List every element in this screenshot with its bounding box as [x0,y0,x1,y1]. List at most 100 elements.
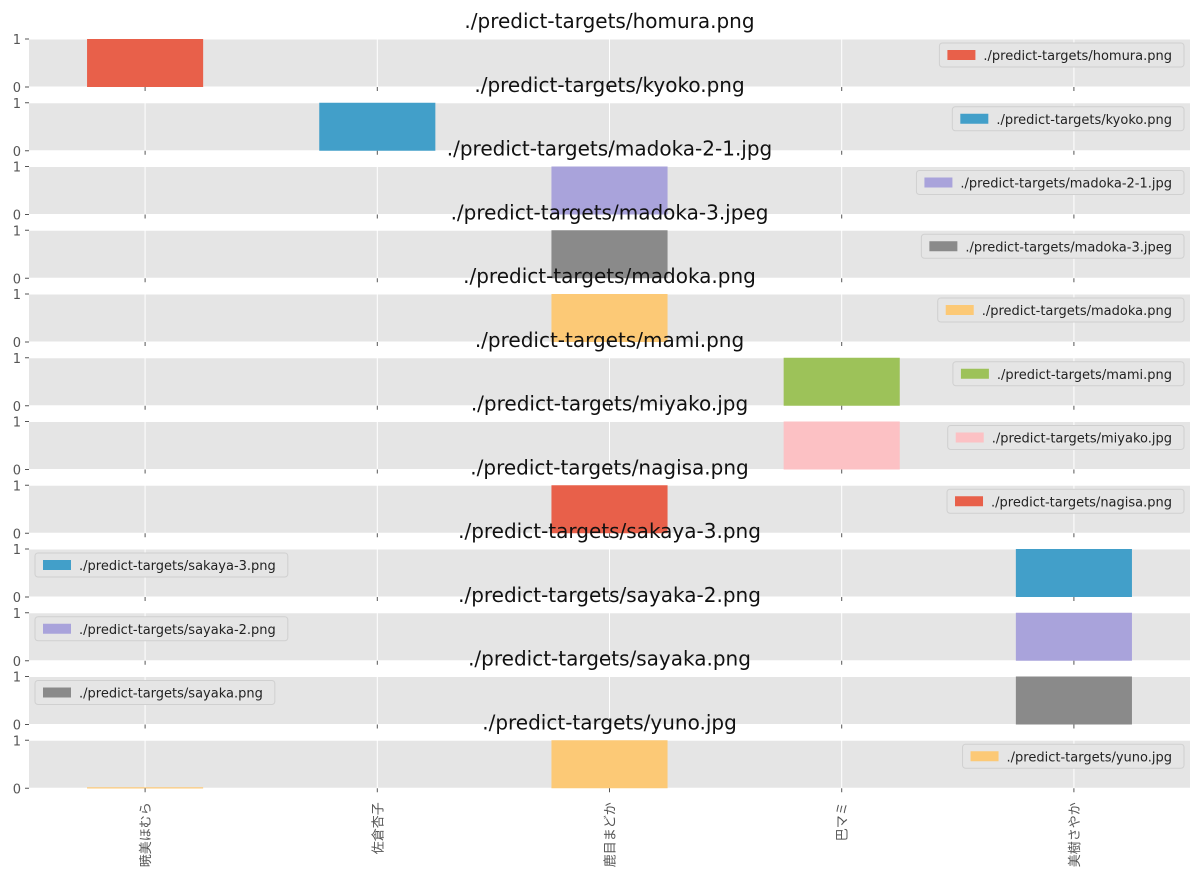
y-tick-label: 1 [13,161,21,176]
y-tick-label: 1 [13,352,21,367]
legend-label: ./predict-targets/madoka.png [982,304,1172,319]
bar [551,230,668,279]
legend-swatch [929,241,958,252]
legend-label: ./predict-targets/homura.png [983,49,1172,64]
legend-swatch [43,687,71,698]
legend-box [962,743,1185,769]
legend-label: ./predict-targets/kyoko.png [996,113,1172,128]
legend-box [937,297,1185,323]
subplot: 0 1 ./predict-targets/madoka-2-1.jpg [13,161,1190,224]
bar [1015,549,1132,597]
legend-label: ./predict-targets/nagisa.png [991,495,1172,510]
legend-label: ./predict-targets/sayaka.png [79,687,263,702]
y-tick-label: 1 [13,97,21,112]
bar [319,102,436,151]
subplot-title: ./predict-targets/mami.png [475,328,744,352]
x-tick-label: 美樹さやか [1068,802,1083,867]
subplot-title: ./predict-targets/sayaka-2.png [458,583,761,607]
bar [783,421,900,470]
subplot-stack: 01./predict-targets/homura.png01./predic… [13,9,1190,797]
legend-box [938,42,1185,68]
legend-swatch [960,113,989,124]
subplot-title: ./predict-targets/madoka-2-1.jpg [447,137,773,161]
subplot-title: ./predict-targets/miyako.jpg [471,392,748,416]
subplot: 0 1 ./predict-targets/sayaka-2.png [13,607,1190,670]
y-tick-label: 0 [13,464,21,479]
y-tick-label: 0 [13,719,21,734]
y-tick-label: 0 [13,209,21,224]
subplot: 0 1 ./predict-targets/madoka.png [13,288,1190,351]
legend-box [947,425,1185,450]
y-tick-label: 0 [13,591,21,606]
legend-swatch [947,50,976,60]
legend-label: ./predict-targets/sakaya-3.png [79,559,276,574]
x-axis: 暁美ほむら 佐倉杏子 鹿目まどか 巴マミ 美樹さやか [139,802,1083,867]
subplot: 0 1 ./predict-targets/homura.png [13,33,1190,96]
y-tick-label: 0 [13,655,21,670]
y-tick-label: 1 [13,479,21,494]
legend: ./predict-targets/madoka-3.jpeg [920,233,1185,259]
y-tick-label: 1 [13,734,21,749]
legend-swatch [924,177,953,188]
legend: ./predict-targets/sayaka-2.png [34,616,289,642]
x-tick-label: 巴マミ [836,802,851,841]
legend: ./predict-targets/homura.png [938,42,1185,68]
bar [87,787,204,789]
x-tick-label: 鹿目まどか [603,802,619,867]
legend-label: ./predict-targets/yuno.jpg [1007,750,1172,765]
subplot-title: ./predict-targets/yuno.jpg [482,710,737,734]
legend: ./predict-targets/kyoko.png [951,106,1185,132]
legend: ./predict-targets/miyako.jpg [947,425,1185,450]
y-tick-label: 1 [13,288,21,303]
bar [551,740,668,789]
y-tick-label: 0 [13,400,21,415]
y-tick-label: 0 [13,782,21,797]
y-tick-label: 1 [13,671,21,686]
y-tick-label: 1 [13,224,21,239]
subplot: 0 1 ./predict-targets/kyoko.png [13,97,1190,160]
legend-box [951,106,1185,132]
subplot: 0 1 ./predict-targets/sakaya-3.png [13,543,1190,606]
y-tick-label: 0 [13,81,21,96]
bar [1015,612,1132,661]
legend: ./predict-targets/nagisa.png [946,488,1185,514]
subplot: 0 1 ./predict-targets/miyako.jpg [13,416,1190,479]
subplot-title: ./predict-targets/nagisa.png [470,455,748,479]
subplot-title: ./predict-targets/homura.png [464,9,754,33]
subplot: 0 1 ./predict-targets/yuno.jpg [13,734,1190,797]
y-tick-label: 0 [13,336,21,351]
subplot-title: ./predict-targets/sakaya-3.png [458,519,761,543]
legend-box [946,488,1185,514]
subplot: 0 1 ./predict-targets/nagisa.png [13,479,1190,542]
y-tick-label: 1 [13,543,21,558]
legend: ./predict-targets/sayaka.png [34,680,276,705]
legend-swatch [970,751,999,762]
legend: ./predict-targets/madoka-2-1.jpg [915,170,1185,195]
y-tick-label: 1 [13,607,21,622]
subplot-title: ./predict-targets/madoka.png [463,264,756,288]
legend-swatch [43,623,71,634]
subplot-title: ./predict-targets/sayaka.png [468,647,751,671]
subplot: 0 1 ./predict-targets/mami.png [13,352,1190,415]
legend-box [34,616,289,642]
legend-swatch [945,305,974,315]
legend-swatch [955,496,984,507]
bar [551,485,668,534]
subplot: 0 1 ./predict-targets/sayaka.png [13,671,1190,734]
legend-swatch [43,560,71,570]
x-tick-label: 佐倉杏子 [371,802,386,854]
legend: ./predict-targets/yuno.jpg [962,743,1185,769]
legend-label: ./predict-targets/sayaka-2.png [79,623,276,638]
bar [551,166,668,215]
bar [87,39,204,87]
legend-box [952,361,1185,387]
legend: ./predict-targets/sakaya-3.png [34,552,289,578]
y-tick-label: 1 [13,416,21,431]
legend: ./predict-targets/madoka.png [937,297,1185,323]
y-tick-label: 0 [13,272,21,287]
y-tick-label: 0 [13,145,21,160]
y-tick-label: 0 [13,527,21,542]
y-tick-label: 1 [13,33,21,48]
legend-swatch [955,432,984,443]
